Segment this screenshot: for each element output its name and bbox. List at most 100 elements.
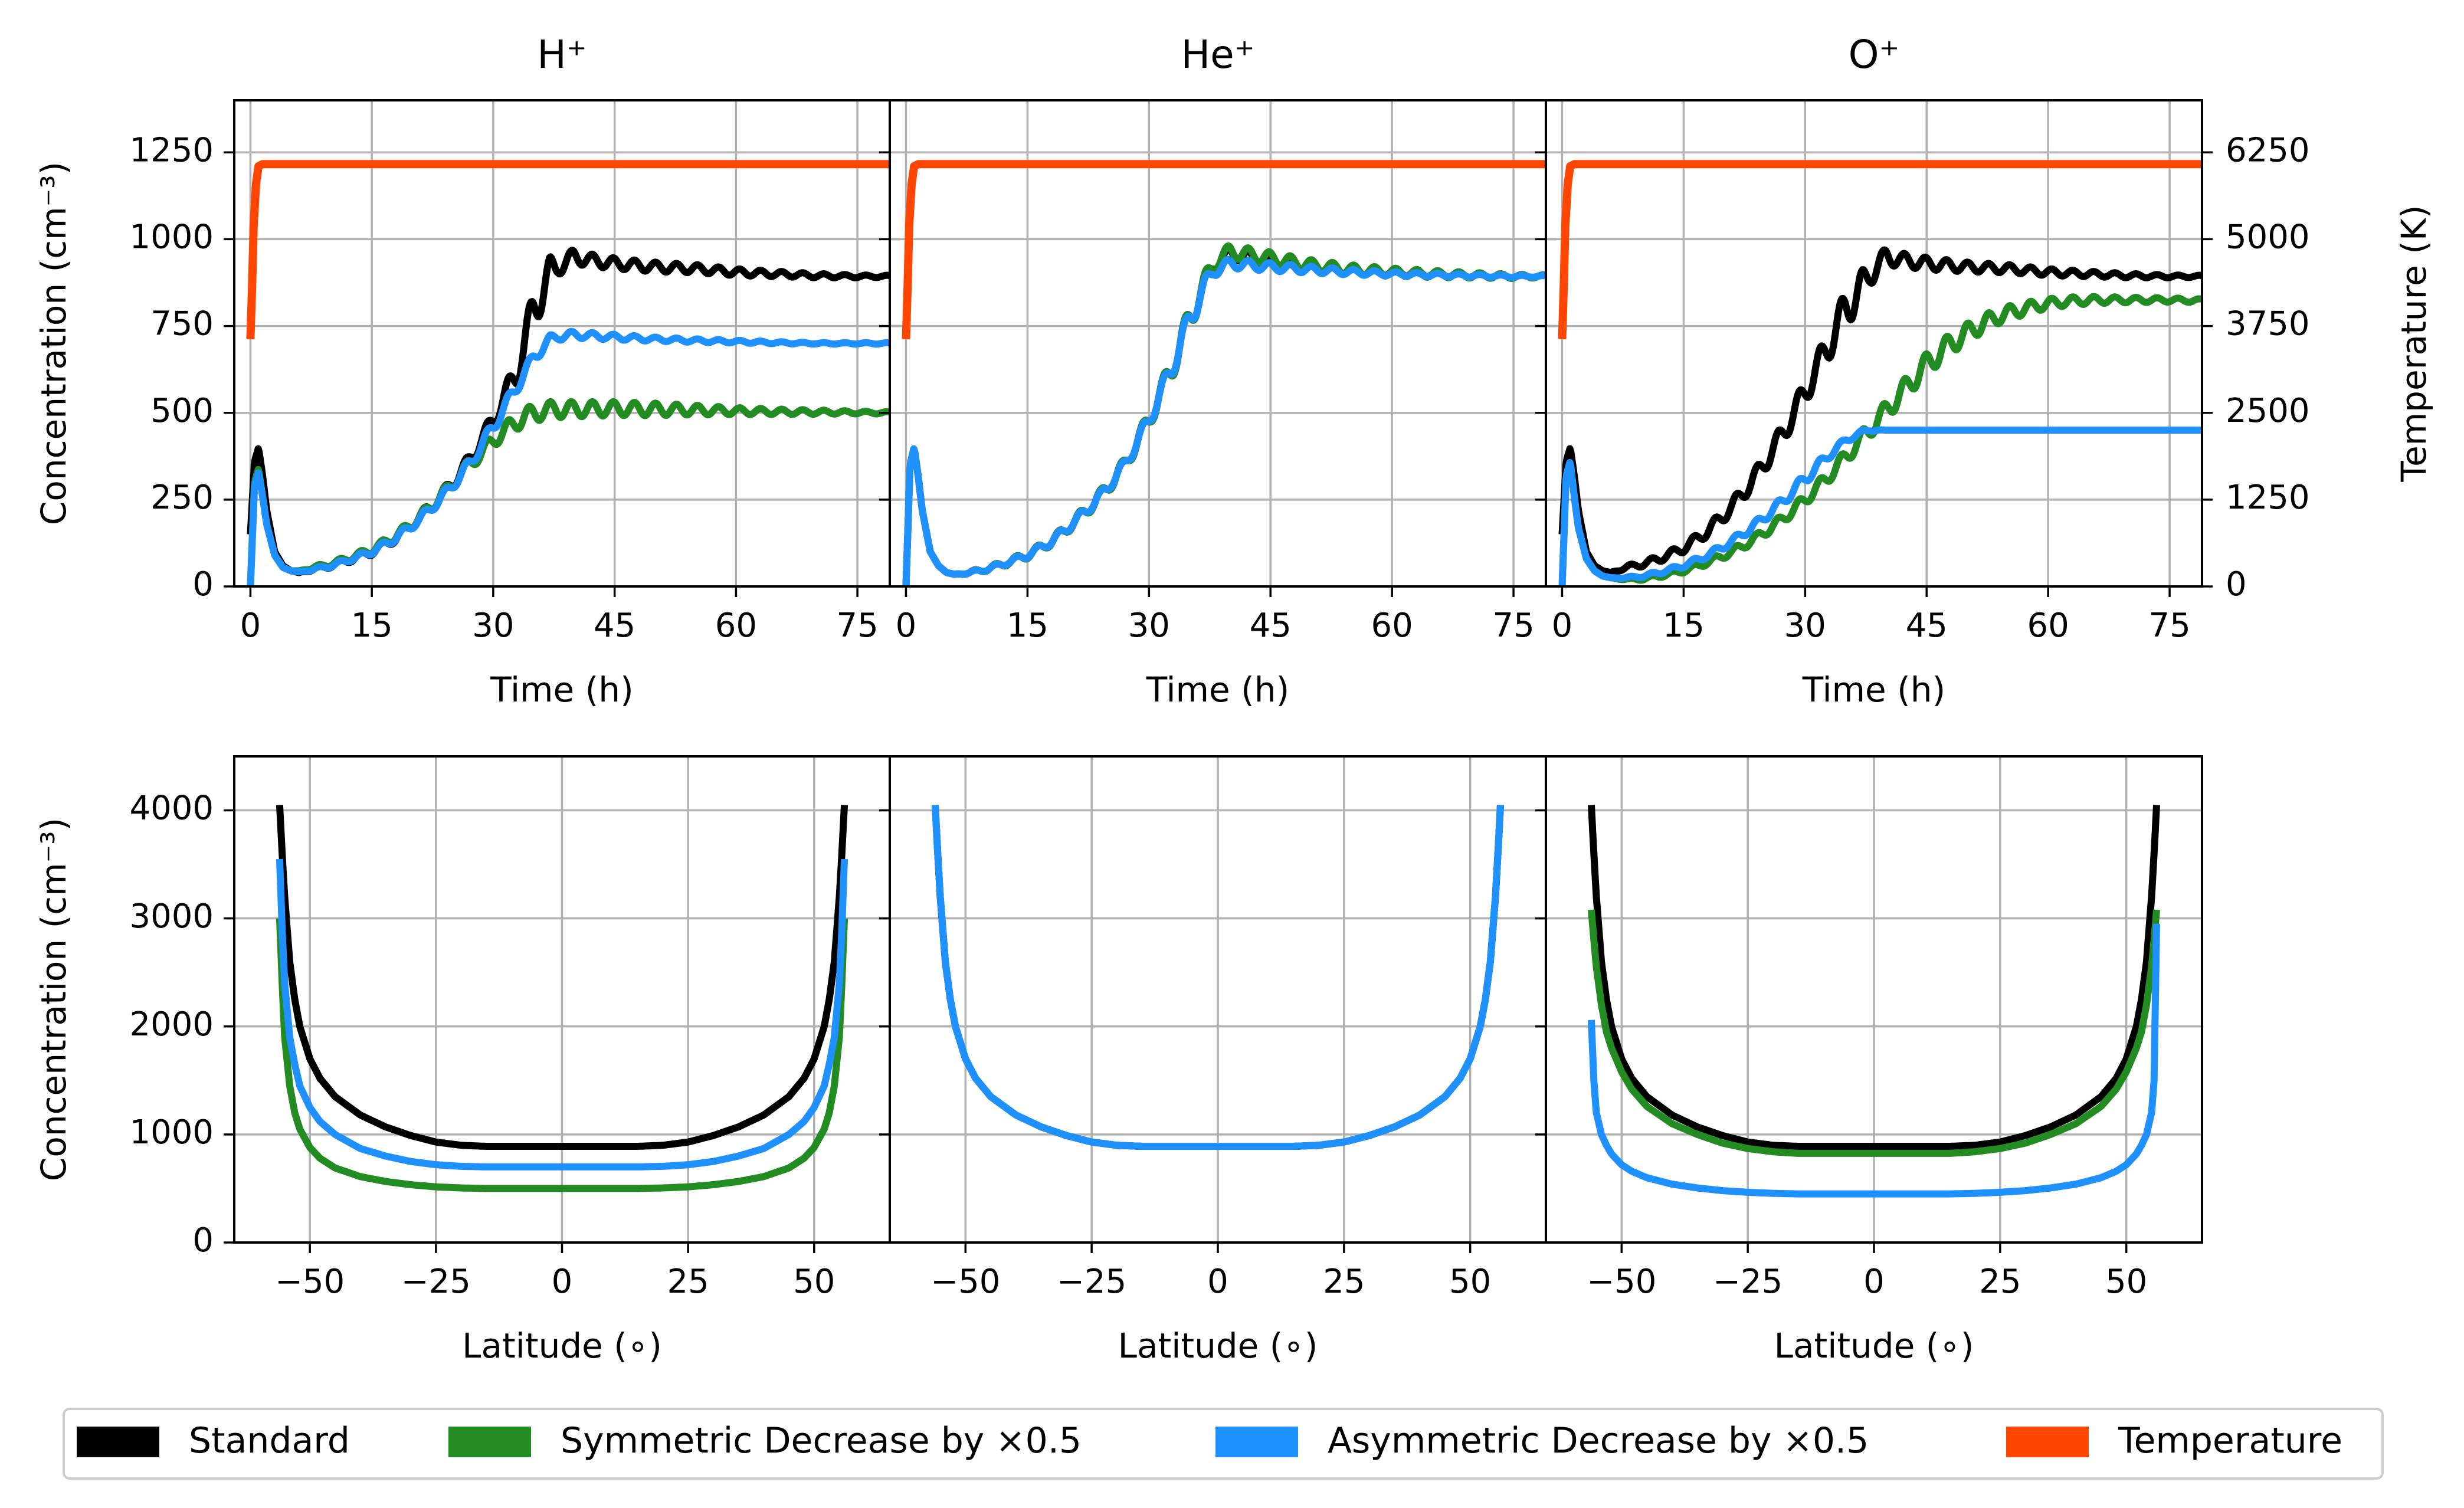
latitude-panel-1: −50 −25 0 25 50 0 1000 2000 3000 4000 Latitude (∘)…: [34, 755, 891, 1366]
x-tick-label: −50: [1587, 1263, 1656, 1301]
series-group: [276, 805, 848, 1192]
y-tick-label: 500: [150, 392, 214, 430]
x-tick-label: 75: [1492, 607, 1534, 645]
x-tick-label: 0: [896, 607, 917, 645]
y-axis-label: Concentration (cm⁻³): [34, 818, 74, 1181]
y-tick-label: 1000: [129, 1113, 214, 1152]
y-tick-label: 0: [192, 1221, 214, 1260]
x-tick-label: 0: [1552, 607, 1573, 645]
panel-title: O⁺: [1849, 32, 1900, 77]
latitude-panel-2: −50 −25 0 25 50 Latitude (∘): [879, 755, 1547, 1366]
x-tick-label: 30: [1784, 607, 1826, 645]
x-axis-label: Time (h): [490, 670, 633, 710]
x-tick-label: 25: [1323, 1263, 1365, 1301]
y2-tick-label: 3750: [2226, 305, 2310, 343]
x-tick-label: −25: [401, 1263, 471, 1301]
x-tick-label: 60: [1371, 607, 1413, 645]
legend: Standard Symmetric Decrease by ×0.5 Asymme…: [63, 1408, 2384, 1480]
y-tick-label: 1000: [129, 218, 214, 257]
legend-item-temperature: Temperature: [2006, 1420, 2342, 1461]
x-tick-label: 50: [793, 1263, 835, 1301]
latitude-panel-3: −50 −25 0 25 50 Latitude (∘): [1535, 755, 2203, 1366]
legend-label: Symmetric Decrease by ×0.5: [561, 1420, 1082, 1461]
series-line-temperature: [1558, 160, 2202, 340]
legend-swatch-temperature: [2006, 1427, 2089, 1457]
time-panel-2: 0 15 30 45 60 75 He⁺ Time (h): [879, 32, 1557, 710]
legend-label: Standard: [189, 1420, 350, 1461]
series-group: [932, 805, 1504, 1150]
axes-frame: [1545, 99, 2203, 588]
series-line-standard: [276, 805, 848, 1150]
series-line-asymmetric: [1558, 426, 2202, 586]
series-line-temperature: [902, 160, 1546, 340]
grid: [1546, 756, 2202, 1244]
x-axis-label: Time (h): [1802, 670, 1945, 710]
y2-axis-label: Temperature (K): [2394, 205, 2434, 482]
y-axis-label: Concentration (cm⁻³): [34, 162, 74, 525]
x-tick-label: 45: [1250, 607, 1292, 645]
x-tick-label: 45: [594, 607, 635, 645]
x-tick-label: 60: [2027, 607, 2069, 645]
x-tick-label: 15: [1007, 607, 1048, 645]
y-tick-label: 1250: [129, 131, 214, 169]
x-axis-label: Latitude (∘): [1774, 1326, 1974, 1366]
legend-item-asymmetric: Asymmetric Decrease by ×0.5: [1215, 1420, 1869, 1461]
x-tick-label: 15: [1663, 607, 1705, 645]
x-tick-label: 15: [351, 607, 393, 645]
x-axis-label: Latitude (∘): [462, 1326, 662, 1366]
y2-tick-label: 6250: [2226, 131, 2310, 169]
x-tick-label: 45: [1906, 607, 1948, 645]
series-line-symmetric: [276, 918, 848, 1192]
y-tick-label: 2000: [129, 1005, 214, 1044]
x-tick-label: 50: [2105, 1263, 2147, 1301]
x-tick-label: −50: [275, 1263, 345, 1301]
time-panel-3: 0 1250 2500 3750 5000 6250 Temperature (K) 0 15 3…: [1535, 32, 2434, 710]
legend-label: Temperature: [2118, 1420, 2342, 1461]
y2-tick-label: 5000: [2226, 218, 2310, 257]
series-line-standard: [1588, 805, 2160, 1150]
series-line-temperature: [246, 160, 890, 340]
x-tick-label: −50: [930, 1263, 1000, 1301]
x-axis-label: Latitude (∘): [1118, 1326, 1318, 1366]
panel-title: H⁺: [537, 32, 586, 77]
y-tick-label: 4000: [129, 789, 214, 828]
x-tick-label: −25: [1713, 1263, 1783, 1301]
x-tick-label: 0: [552, 1263, 573, 1301]
x-tick-label: 25: [667, 1263, 709, 1301]
x-axis-label: Time (h): [1146, 670, 1289, 710]
y-tick-label: 250: [150, 478, 214, 517]
y-tick-label: 750: [150, 305, 214, 343]
series-line-asymmetric: [902, 255, 1546, 586]
y2-tick-label: 2500: [2226, 392, 2310, 430]
legend-swatch-symmetric: [448, 1427, 531, 1457]
x-tick-label: 0: [1863, 1263, 1885, 1301]
y-tick-label: 0: [192, 565, 214, 604]
series-line-asymmetric: [276, 858, 848, 1171]
panel-title: He⁺: [1181, 32, 1254, 77]
series-line-asymmetric: [247, 327, 890, 586]
legend-item-symmetric: Symmetric Decrease by ×0.5: [448, 1420, 1082, 1461]
legend-swatch-standard: [77, 1427, 159, 1457]
grid: [890, 756, 1546, 1244]
x-tick-label: 60: [715, 607, 757, 645]
series-group: [1558, 160, 2202, 586]
x-tick-label: 25: [1979, 1263, 2021, 1301]
series-group: [902, 160, 1546, 586]
series-line-symmetric: [1588, 909, 2160, 1157]
x-tick-label: 75: [837, 607, 879, 645]
grid: [1546, 100, 2202, 588]
y2-tick-label: 0: [2226, 565, 2247, 604]
x-tick-label: 0: [240, 607, 261, 645]
x-tick-label: 30: [472, 607, 514, 645]
legend-item-standard: Standard: [77, 1420, 350, 1461]
legend-swatch-asymmetric: [1215, 1427, 1298, 1457]
x-tick-label: 0: [1207, 1263, 1228, 1301]
grid: [890, 100, 1546, 588]
x-tick-label: 30: [1128, 607, 1170, 645]
series-group: [246, 160, 890, 586]
legend-label: Asymmetric Decrease by ×0.5: [1328, 1420, 1869, 1461]
